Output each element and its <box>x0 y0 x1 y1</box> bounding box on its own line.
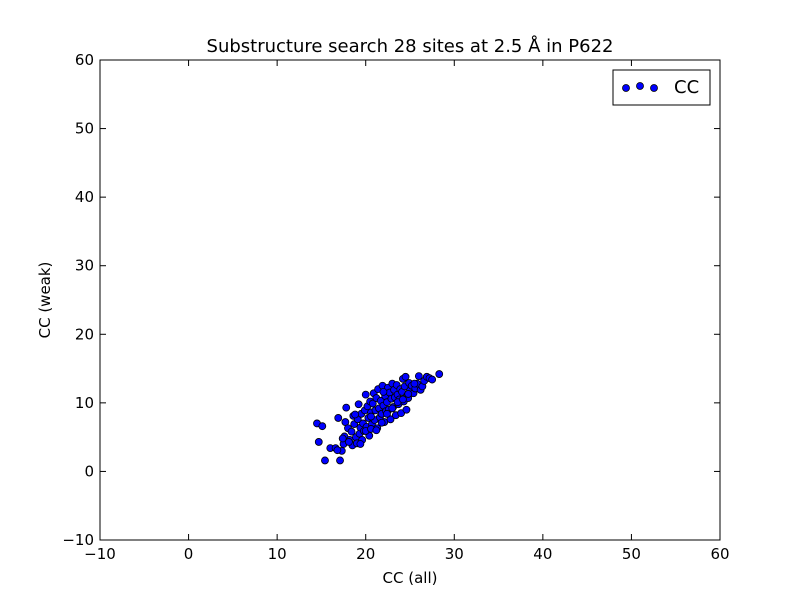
data-point <box>383 409 391 418</box>
data-point <box>318 422 327 431</box>
y-tick-label: 30 <box>75 257 94 275</box>
x-tick-label: 0 <box>184 545 194 563</box>
data-point <box>410 379 419 388</box>
x-tick-label: 60 <box>710 545 729 563</box>
data-point <box>336 456 344 465</box>
x-axis-label: CC (all) <box>383 569 438 587</box>
chart-title: Substructure search 28 sites at 2.5 Å in… <box>207 35 614 57</box>
x-tick-label: 50 <box>622 545 641 563</box>
data-point <box>321 456 329 465</box>
y-tick-label: −10 <box>62 531 94 549</box>
data-point <box>314 438 323 446</box>
legend-marker <box>622 84 630 92</box>
data-point <box>404 390 413 398</box>
y-tick-label: 0 <box>84 462 94 480</box>
data-point <box>435 370 444 378</box>
data-point <box>388 404 397 413</box>
data-point <box>344 438 353 446</box>
y-axis-label: CC (weak) <box>36 262 54 339</box>
data-point <box>367 412 375 421</box>
y-tick-label: 10 <box>75 394 94 412</box>
data-point <box>386 415 395 424</box>
y-tick-label: 50 <box>75 120 94 138</box>
y-tick-label: 40 <box>75 188 94 206</box>
legend-marker <box>650 84 658 92</box>
x-tick-label: 10 <box>268 545 287 563</box>
data-point <box>361 390 370 399</box>
data-point <box>368 399 377 408</box>
data-points <box>313 370 444 465</box>
x-tick-label: 20 <box>356 545 375 563</box>
legend-label: CC <box>674 77 699 98</box>
data-point <box>334 414 343 422</box>
x-tick-label: 30 <box>445 545 464 563</box>
data-point <box>347 427 356 436</box>
data-point <box>351 410 359 419</box>
legend: CC <box>612 69 711 106</box>
data-point <box>379 387 388 396</box>
data-point <box>428 375 437 384</box>
data-point <box>399 395 407 404</box>
y-tick-label: 20 <box>75 325 94 343</box>
y-tick-label: 60 <box>75 51 94 69</box>
data-point <box>354 400 363 409</box>
axis-ticks: −10 0 10 20 30 40 50 60 −10 0 10 20 30 40 50 60 <box>62 51 729 563</box>
data-point <box>356 440 365 448</box>
x-tick-label: 40 <box>533 545 552 563</box>
x-tick-label: −10 <box>84 545 116 563</box>
data-point <box>414 372 423 381</box>
data-point <box>338 434 347 443</box>
data-point <box>372 426 381 435</box>
data-point <box>401 372 410 381</box>
plot-frame <box>99 59 721 541</box>
data-point <box>333 446 342 455</box>
data-point <box>402 405 411 414</box>
legend-marker <box>636 82 644 90</box>
data-point <box>377 418 386 427</box>
data-point <box>342 403 351 412</box>
